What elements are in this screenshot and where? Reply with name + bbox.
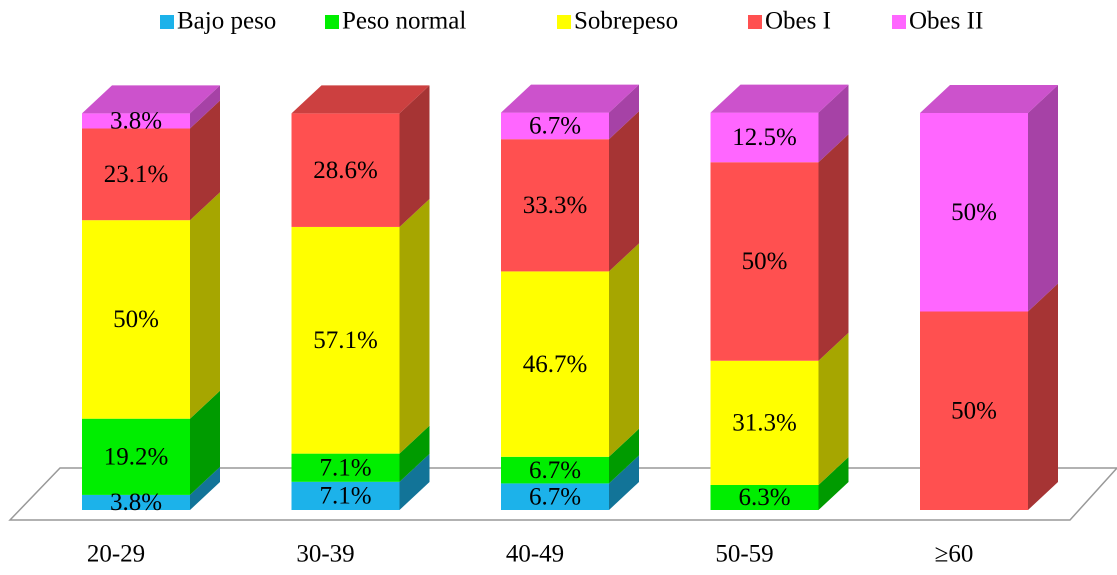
bar-segment <box>291 226 400 454</box>
bar-segment <box>501 271 609 457</box>
bar-segment <box>501 112 609 140</box>
data-label: 19.2% <box>104 444 169 471</box>
data-label: 6.7% <box>529 113 581 140</box>
data-label: 57.1% <box>313 327 378 354</box>
data-label: 50% <box>951 199 997 226</box>
bar-segment <box>82 113 190 129</box>
bar-side <box>190 192 220 419</box>
bar-top <box>501 84 639 113</box>
bar-segment <box>291 481 400 510</box>
x-tick-label: 30-39 <box>296 541 354 568</box>
data-label: 46.7% <box>523 351 588 378</box>
bar-segment <box>920 113 1028 312</box>
data-label: 28.6% <box>313 157 378 184</box>
x-tick-label: 40-49 <box>506 541 564 568</box>
data-label: 33.3% <box>523 192 588 219</box>
data-label: 7.1% <box>319 454 371 481</box>
bar-segment <box>82 494 190 510</box>
legend-swatch <box>748 15 762 29</box>
bar-segment <box>501 139 609 272</box>
bar-side <box>609 111 639 272</box>
legend-swatch <box>557 15 571 29</box>
legend-label: Peso normal <box>342 8 466 35</box>
bar-side <box>609 455 639 510</box>
bar-top <box>291 85 430 114</box>
bar-side <box>190 85 220 129</box>
bar-segment <box>710 162 819 361</box>
data-label: 7.1% <box>319 483 371 510</box>
data-label: 6.7% <box>529 457 581 484</box>
bar-side <box>818 134 849 361</box>
data-label: 6.3% <box>738 484 790 511</box>
legend-label: Obes II <box>909 8 983 35</box>
bar-segment <box>82 128 190 221</box>
bar-segment <box>920 311 1028 510</box>
legend-swatch <box>892 15 906 29</box>
bar-side <box>190 100 220 221</box>
bar-top <box>710 84 849 113</box>
legend-label: Obes I <box>765 8 831 35</box>
bar-side <box>399 85 430 227</box>
bar-side <box>818 456 849 510</box>
data-label: 50% <box>742 248 788 275</box>
legend-swatch <box>325 15 339 29</box>
data-label: 50% <box>113 306 159 333</box>
data-label: 31.3% <box>732 410 797 437</box>
data-label: 3.8% <box>110 489 162 516</box>
bar-segment <box>501 483 609 510</box>
legend-label: Bajo peso <box>177 8 276 35</box>
bar-segment <box>710 112 819 163</box>
bar-segment <box>82 418 190 495</box>
bar-side <box>609 428 639 484</box>
bar-side <box>1028 85 1058 312</box>
data-label: 23.1% <box>104 161 169 188</box>
x-tick-label: 50-59 <box>715 541 773 568</box>
bar-side <box>190 466 220 510</box>
data-label: 12.5% <box>732 124 797 151</box>
bar-segment <box>710 484 819 510</box>
bar-side <box>399 453 430 510</box>
bar-segment <box>291 113 400 227</box>
legend-label: Sobrepeso <box>574 8 678 35</box>
bar-segment <box>82 220 190 419</box>
bar-side <box>1028 283 1058 510</box>
x-tick-label: ≥60 <box>935 541 974 568</box>
bar-side <box>399 198 430 454</box>
bar-side <box>818 332 849 485</box>
x-tick-label: 20-29 <box>87 541 145 568</box>
data-label: 3.8% <box>110 108 162 135</box>
bar-side <box>399 425 430 482</box>
bar-segment <box>710 360 819 485</box>
bar-top <box>920 85 1058 113</box>
bar-side <box>190 390 220 495</box>
bar-segment <box>501 456 609 484</box>
bar-top <box>82 85 220 114</box>
data-label: 50% <box>951 397 997 424</box>
floor <box>8 467 1117 521</box>
bar-segment <box>291 453 400 482</box>
bar-side <box>818 84 849 163</box>
legend-swatch <box>160 15 174 29</box>
bar-side <box>609 243 639 457</box>
data-label: 6.7% <box>529 483 581 510</box>
bar-side <box>609 84 639 140</box>
